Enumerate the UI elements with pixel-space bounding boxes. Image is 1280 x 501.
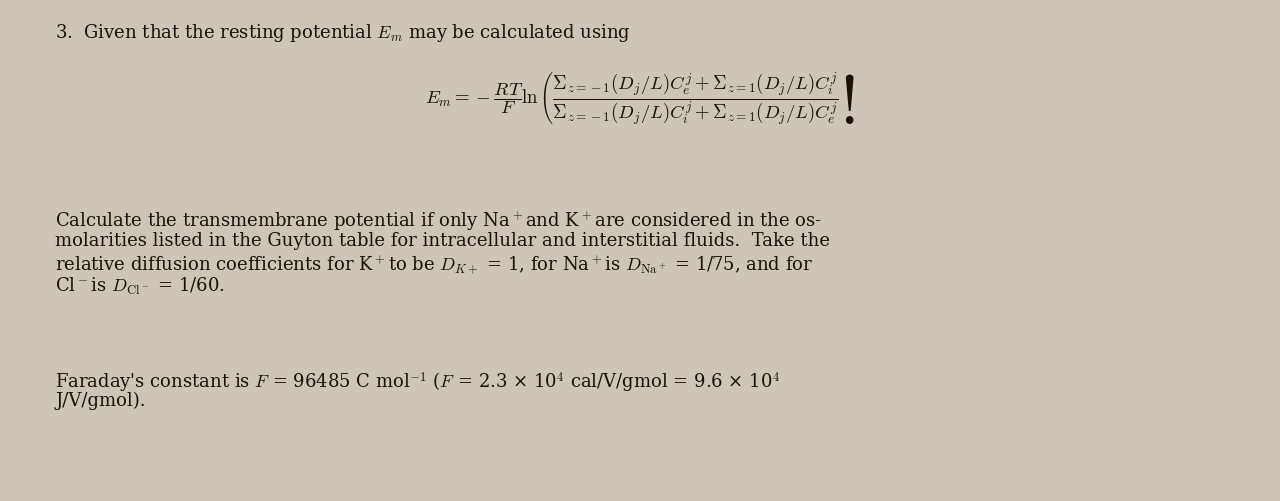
Text: J/V/gmol).: J/V/gmol).	[55, 391, 146, 409]
Text: 3.  Given that the resting potential $E_m$ may be calculated using: 3. Given that the resting potential $E_m…	[55, 22, 631, 44]
Text: $E_m = -\dfrac{RT}{F}\ln\left(\dfrac{\Sigma_{z=-1}(D_j/L)C_e^j + \Sigma_{z=1}(D_: $E_m = -\dfrac{RT}{F}\ln\left(\dfrac{\Si…	[425, 70, 855, 127]
Text: relative diffusion coefficients for K$^+$to be $D_{K+}$ = 1, for Na$^+$is $D_{\m: relative diffusion coefficients for K$^+…	[55, 254, 813, 276]
Text: molarities listed in the Guyton table for intracellular and interstitial fluids.: molarities listed in the Guyton table fo…	[55, 231, 829, 249]
Text: Calculate the transmembrane potential if only Na$^+$and K$^+$are considered in t: Calculate the transmembrane potential if…	[55, 209, 822, 232]
Text: Cl$^-$is $D_{\mathrm{Cl}^-}$ = 1/60.: Cl$^-$is $D_{\mathrm{Cl}^-}$ = 1/60.	[55, 276, 224, 297]
Text: Faraday's constant is $F$ = 96485 C mol$^{-1}$ ($F$ = 2.3 × 10$^4$ cal/V/gmol = : Faraday's constant is $F$ = 96485 C mol$…	[55, 369, 781, 394]
